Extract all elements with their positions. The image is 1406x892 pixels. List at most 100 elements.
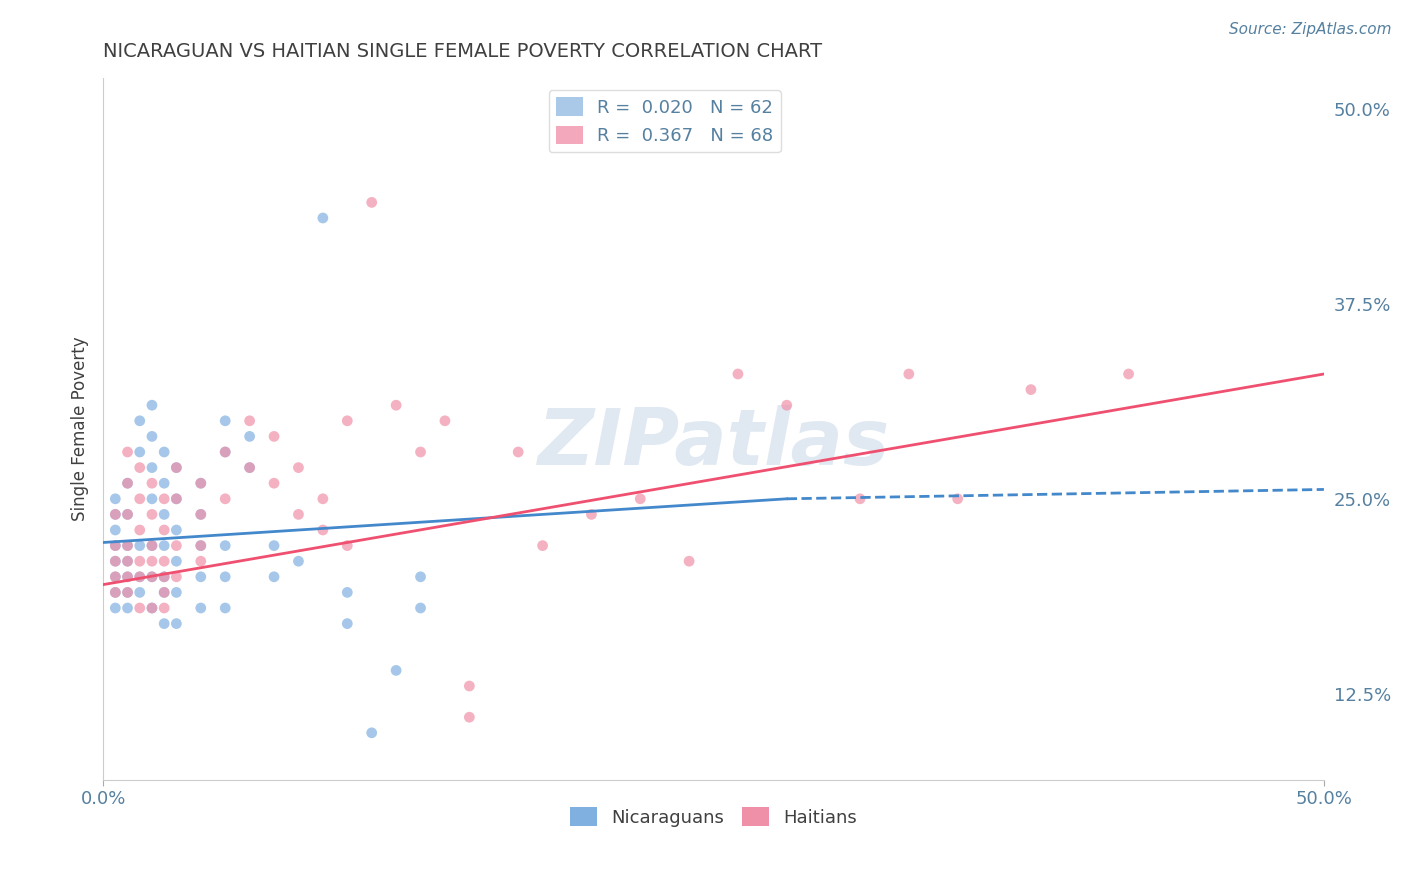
Point [727,367,749,381]
Point [128,601,150,615]
Point [128,491,150,506]
Point [117,508,139,522]
Point [104,523,127,537]
Point [153,508,176,522]
Point [360,195,382,210]
Point [165,539,187,553]
Point [214,570,236,584]
Point [117,508,139,522]
Point [239,429,262,443]
Point [141,539,163,553]
Point [263,539,285,553]
Point [336,616,359,631]
Point [239,414,262,428]
Point [141,491,163,506]
Point [165,460,187,475]
Point [409,601,432,615]
Point [287,554,309,568]
Point [165,491,187,506]
Point [153,523,176,537]
Point [117,445,139,459]
Point [153,585,176,599]
Point [433,414,456,428]
Point [263,476,285,491]
Point [263,429,285,443]
Point [128,585,150,599]
Point [458,679,481,693]
Point [128,460,150,475]
Point [153,445,176,459]
Point [458,710,481,724]
Point [190,476,212,491]
Point [849,491,872,506]
Point [165,460,187,475]
Point [104,539,127,553]
Point [190,554,212,568]
Point [153,476,176,491]
Point [581,508,603,522]
Point [128,570,150,584]
Point [531,539,554,553]
Point [190,570,212,584]
Point [117,554,139,568]
Point [165,585,187,599]
Point [104,508,127,522]
Point [190,539,212,553]
Point [165,616,187,631]
Point [508,445,530,459]
Point [141,539,163,553]
Point [104,554,127,568]
Point [214,491,236,506]
Point [385,664,408,678]
Point [117,585,139,599]
Y-axis label: Single Female Poverty: Single Female Poverty [72,336,89,521]
Point [128,570,150,584]
Point [104,554,127,568]
Point [141,570,163,584]
Point [153,491,176,506]
Point [153,601,176,615]
Point [214,445,236,459]
Point [409,445,432,459]
Point [141,601,163,615]
Point [287,460,309,475]
Point [214,414,236,428]
Point [312,523,335,537]
Point [153,570,176,584]
Point [117,539,139,553]
Point [190,476,212,491]
Point [104,570,127,584]
Text: NICARAGUAN VS HAITIAN SINGLE FEMALE POVERTY CORRELATION CHART: NICARAGUAN VS HAITIAN SINGLE FEMALE POVE… [103,42,823,61]
Text: Source: ZipAtlas.com: Source: ZipAtlas.com [1229,22,1392,37]
Point [678,554,700,568]
Point [897,367,920,381]
Point [117,570,139,584]
Point [104,508,127,522]
Point [104,601,127,615]
Point [190,601,212,615]
Point [141,476,163,491]
Point [153,616,176,631]
Point [117,585,139,599]
Legend: Nicaraguans, Haitians: Nicaraguans, Haitians [562,800,865,834]
Point [336,414,359,428]
Point [141,429,163,443]
Point [1019,383,1042,397]
Point [360,726,382,740]
Point [104,585,127,599]
Point [104,491,127,506]
Point [312,211,335,225]
Point [141,601,163,615]
Point [128,445,150,459]
Point [165,523,187,537]
Point [153,554,176,568]
Point [190,508,212,522]
Point [336,539,359,553]
Point [287,508,309,522]
Point [409,570,432,584]
Point [104,539,127,553]
Point [141,554,163,568]
Point [1118,367,1140,381]
Point [239,460,262,475]
Point [128,554,150,568]
